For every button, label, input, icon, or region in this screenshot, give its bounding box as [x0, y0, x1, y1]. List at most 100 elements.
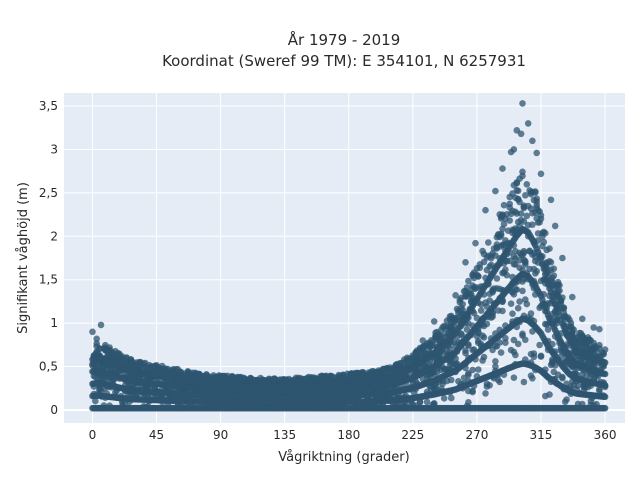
data-point — [452, 292, 459, 299]
y-tick-label: 2,5 — [39, 186, 58, 200]
data-point — [502, 334, 509, 342]
data-point — [556, 282, 563, 289]
data-point — [537, 255, 545, 262]
x-tick-label: 0 — [89, 428, 97, 442]
data-point — [469, 346, 476, 354]
data-point — [523, 181, 531, 188]
data-point — [500, 220, 508, 228]
data-point — [507, 300, 515, 308]
data-point — [542, 270, 549, 278]
data-point — [509, 226, 516, 234]
data-point — [366, 369, 374, 377]
data-point — [136, 360, 143, 368]
data-point — [527, 372, 535, 380]
data-point — [542, 320, 549, 328]
data-point — [523, 212, 531, 220]
data-point — [544, 326, 552, 333]
data-point — [499, 211, 506, 218]
data-point — [475, 366, 482, 373]
data-point — [512, 286, 519, 293]
x-tick-label: 180 — [337, 428, 360, 442]
data-point — [335, 371, 343, 379]
data-point — [509, 310, 516, 318]
data-point — [423, 398, 431, 406]
x-axis-label: Vågriktning (grader) — [278, 450, 409, 465]
data-point — [540, 238, 548, 246]
data-point — [430, 318, 438, 325]
data-point — [574, 382, 582, 390]
data-point — [304, 376, 311, 383]
data-point — [512, 247, 519, 255]
data-point — [492, 187, 499, 195]
data-point — [177, 370, 185, 378]
data-point — [281, 376, 289, 384]
y-tick-label: 2 — [50, 229, 58, 243]
data-point — [448, 394, 455, 402]
data-point — [499, 269, 506, 277]
y-tick-label: 0 — [50, 403, 58, 417]
data-point — [513, 187, 521, 194]
data-point — [413, 348, 421, 356]
data-point — [469, 271, 476, 278]
data-point — [479, 357, 486, 364]
data-point — [519, 287, 526, 295]
data-point — [590, 360, 597, 368]
data-point — [493, 275, 501, 282]
data-point — [601, 346, 609, 353]
data-point — [477, 307, 485, 314]
data-point — [510, 253, 518, 260]
x-tick-label: 270 — [465, 428, 488, 442]
data-point — [102, 341, 109, 349]
data-point — [89, 328, 96, 336]
data-point — [543, 246, 550, 254]
data-point — [96, 386, 103, 393]
data-point — [479, 247, 486, 255]
data-point — [551, 222, 559, 230]
data-point — [311, 374, 318, 382]
data-point — [520, 378, 528, 386]
x-tick-label: 360 — [594, 428, 617, 442]
data-point — [361, 371, 368, 378]
data-point — [516, 298, 523, 305]
data-point — [499, 165, 506, 172]
x-tick-labels: 0 45 90 135 180 225 270 315 360 — [89, 428, 617, 442]
data-point — [483, 320, 491, 328]
data-point — [151, 365, 159, 372]
data-point — [601, 382, 609, 389]
data-point — [258, 376, 266, 384]
data-point — [530, 196, 538, 204]
data-point — [92, 373, 99, 381]
data-point — [540, 265, 548, 273]
data-point — [533, 267, 540, 275]
data-point — [402, 357, 410, 365]
data-point — [472, 239, 479, 247]
data-point — [465, 277, 472, 285]
data-point — [419, 344, 427, 351]
data-point — [500, 241, 508, 248]
x-tick-label: 225 — [401, 428, 424, 442]
data-point — [514, 304, 522, 312]
data-point — [537, 212, 545, 219]
data-point — [580, 342, 587, 350]
data-point — [520, 202, 528, 209]
data-point — [596, 345, 603, 352]
data-point — [579, 315, 586, 323]
data-point — [448, 322, 455, 329]
data-point — [529, 209, 536, 217]
data-point — [524, 120, 532, 127]
data-point — [596, 325, 603, 333]
data-point — [510, 374, 518, 382]
data-point — [522, 296, 529, 303]
data-point — [89, 360, 96, 368]
data-point — [581, 383, 589, 390]
data-point — [547, 196, 555, 204]
data-point — [547, 361, 555, 369]
data-point — [537, 353, 545, 360]
data-point — [539, 260, 546, 267]
y-tick-label: 0,5 — [39, 360, 58, 374]
data-point — [465, 399, 472, 406]
data-point — [519, 330, 526, 338]
data-point — [532, 189, 539, 196]
data-point — [490, 245, 498, 252]
